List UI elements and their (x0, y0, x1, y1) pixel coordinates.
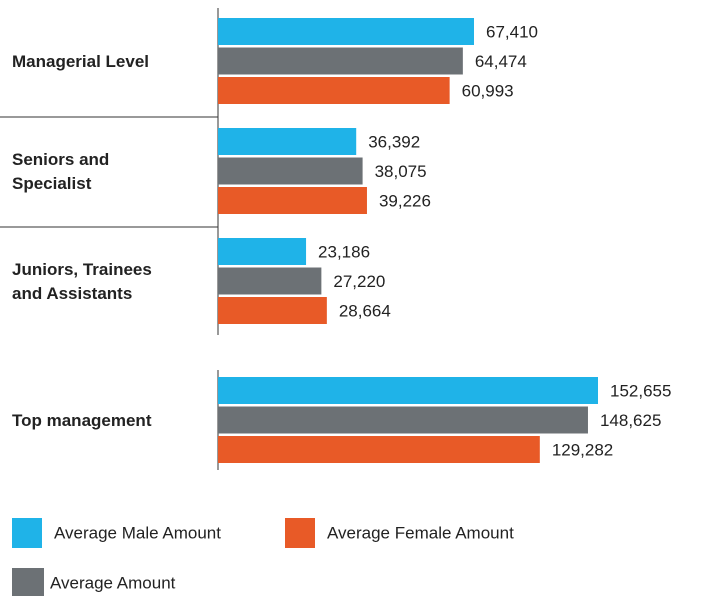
bar (218, 18, 474, 45)
value-label: 23,186 (318, 242, 370, 261)
bar (218, 436, 540, 463)
bar (218, 47, 463, 75)
bar (218, 238, 307, 265)
bar (218, 406, 588, 434)
legend-label: Average Female Amount (327, 523, 514, 542)
value-label: 67,410 (486, 22, 538, 41)
category-label: Top management (12, 411, 152, 430)
value-label: 64,474 (475, 52, 527, 71)
value-label: 27,220 (333, 272, 385, 291)
value-label: 36,392 (368, 132, 420, 151)
category-label: Juniors, Trainees and Assistants (12, 260, 152, 303)
legend-label: Average Male Amount (54, 523, 221, 542)
category-label: Managerial Level (12, 52, 149, 71)
bar (218, 187, 367, 214)
bar (218, 157, 363, 185)
value-label: 148,625 (600, 411, 661, 430)
legend-swatch (12, 518, 42, 548)
legend-swatch (12, 568, 44, 596)
value-label: 38,075 (375, 162, 427, 181)
legend-swatch (285, 518, 315, 548)
value-label: 129,282 (552, 440, 613, 459)
value-label: 60,993 (462, 81, 514, 100)
bar (218, 77, 450, 104)
legend-label: Average Amount (50, 573, 176, 592)
bar (218, 297, 327, 324)
value-label: 39,226 (379, 191, 431, 210)
value-label: 28,664 (339, 301, 391, 320)
category-label: Seniors and Specialist (12, 150, 109, 193)
value-label: 152,655 (610, 381, 671, 400)
bar (218, 128, 357, 155)
bar (218, 377, 598, 404)
bar (218, 267, 322, 295)
